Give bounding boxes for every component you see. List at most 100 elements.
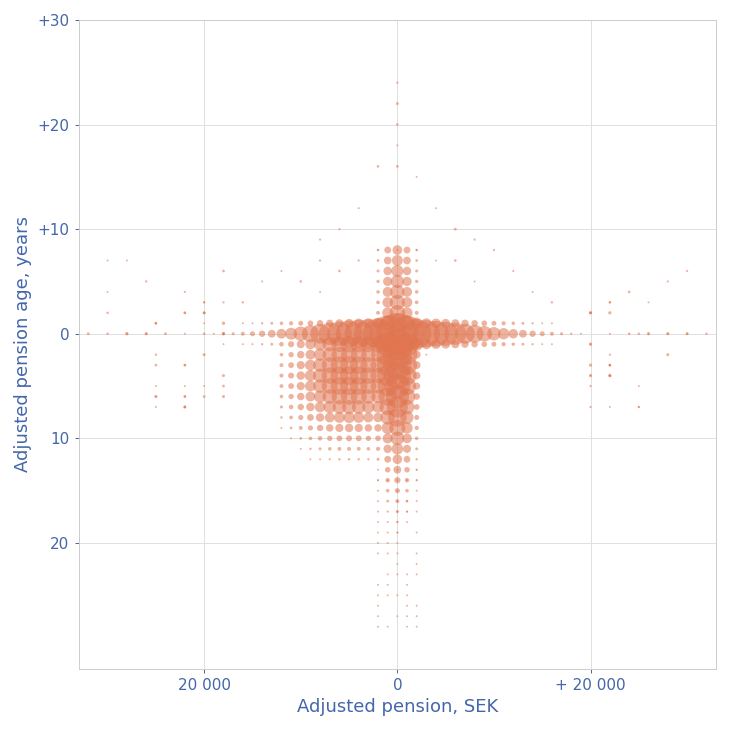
Point [382, 485, 393, 496]
Point [411, 548, 423, 559]
Point [218, 380, 229, 392]
Point [391, 391, 403, 402]
Point [391, 318, 403, 329]
Point [382, 495, 393, 507]
Point [391, 380, 403, 392]
Point [334, 422, 345, 434]
Point [343, 359, 355, 371]
Point [179, 380, 191, 392]
Point [391, 474, 403, 486]
Point [363, 453, 374, 465]
Point [382, 286, 393, 298]
Point [546, 328, 558, 339]
Point [324, 349, 336, 361]
Point [295, 370, 307, 382]
Point [411, 265, 423, 277]
Point [179, 402, 191, 413]
Point [382, 464, 393, 475]
Point [150, 349, 162, 361]
Point [391, 119, 403, 131]
Point [199, 380, 210, 392]
Point [391, 359, 403, 371]
Point [391, 370, 403, 382]
Point [324, 380, 336, 392]
Point [343, 453, 355, 465]
Point [150, 380, 162, 392]
Point [391, 296, 403, 308]
Point [372, 537, 384, 549]
Point [411, 245, 423, 256]
Point [402, 370, 413, 382]
Point [402, 620, 413, 632]
Point [633, 328, 645, 339]
Point [372, 245, 384, 256]
Point [285, 318, 297, 329]
Point [372, 464, 384, 475]
Point [488, 318, 500, 329]
Point [585, 370, 596, 382]
Point [372, 485, 384, 496]
Point [285, 433, 297, 445]
Point [430, 339, 442, 350]
Point [604, 370, 615, 382]
Point [334, 370, 345, 382]
Point [430, 202, 442, 214]
Point [179, 391, 191, 402]
Point [334, 412, 345, 423]
Point [372, 161, 384, 172]
X-axis label: Adjusted pension, SEK: Adjusted pension, SEK [296, 698, 498, 716]
Point [411, 485, 423, 496]
Point [411, 506, 423, 518]
Point [324, 318, 336, 329]
Point [391, 610, 403, 622]
Point [402, 600, 413, 612]
Point [402, 433, 413, 445]
Point [439, 318, 451, 329]
Point [247, 318, 258, 329]
Point [546, 318, 558, 329]
Point [469, 234, 480, 245]
Point [382, 276, 393, 288]
Point [179, 391, 191, 402]
Point [585, 307, 596, 319]
Point [402, 307, 413, 319]
Point [402, 495, 413, 507]
Point [411, 391, 423, 402]
Point [363, 370, 374, 382]
Point [353, 349, 364, 361]
Point [382, 422, 393, 434]
Point [295, 318, 307, 329]
Point [420, 328, 432, 339]
Point [285, 380, 297, 392]
Point [633, 402, 645, 413]
Point [372, 265, 384, 277]
Point [150, 402, 162, 413]
Point [295, 339, 307, 350]
Point [314, 443, 326, 455]
Point [507, 339, 519, 350]
Point [382, 548, 393, 559]
Point [391, 349, 403, 361]
Point [382, 349, 393, 361]
Point [411, 453, 423, 465]
Point [411, 328, 423, 339]
Point [363, 412, 374, 423]
Point [353, 328, 364, 339]
Point [402, 495, 413, 507]
Point [391, 276, 403, 288]
Point [353, 318, 364, 329]
Point [420, 318, 432, 329]
Point [334, 380, 345, 392]
Point [372, 380, 384, 392]
Point [295, 402, 307, 413]
Point [227, 328, 239, 339]
Point [199, 307, 210, 319]
Point [402, 422, 413, 434]
Point [402, 516, 413, 528]
Point [276, 339, 288, 350]
Point [450, 318, 461, 329]
Point [247, 328, 258, 339]
Point [295, 433, 307, 445]
Point [256, 328, 268, 339]
Point [391, 139, 403, 151]
